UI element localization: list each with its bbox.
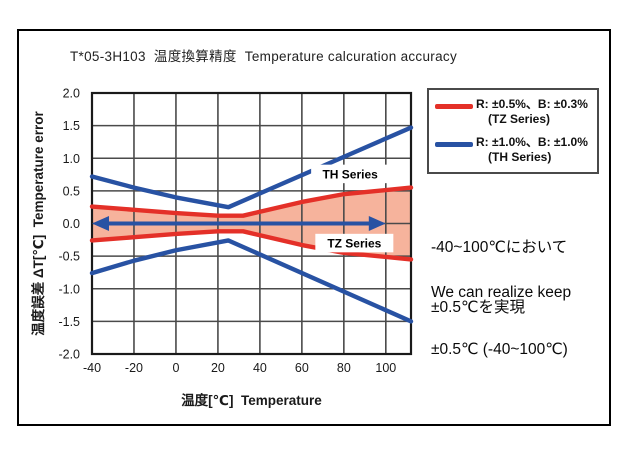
y-tick-label: -2.0 xyxy=(58,348,80,362)
series-line-th-series-upper-limit xyxy=(89,125,414,210)
annotation-th-series: TH Series xyxy=(322,167,378,181)
chart-legend: R: ±0.5%、B: ±0.3% (TZ Series) R: ±1.0%、B… xyxy=(427,88,599,174)
x-tick-label: 60 xyxy=(295,361,309,375)
side-note-jp-line1: -40~100℃において xyxy=(431,239,568,256)
series-line-tz-series-upper-limit xyxy=(89,185,414,218)
x-tick-label: -40 xyxy=(83,361,101,375)
x-tick-label: 0 xyxy=(172,361,179,375)
annotation-bg-tz-series xyxy=(315,233,394,253)
range-arrow-right-head xyxy=(368,216,386,231)
x-tick-label: 20 xyxy=(211,361,225,375)
side-note-en-line1: We can realize keep xyxy=(431,284,572,301)
y-tick-label: -0.5 xyxy=(58,250,80,264)
range-arrow-left-head xyxy=(92,216,109,231)
side-note-en-line2: ±0.5℃ (-40~100℃) xyxy=(431,341,568,358)
legend-sublabel-th-series: (TH Series) xyxy=(488,150,552,164)
side-note-english: We can realize keep ±0.5℃ (-40~100℃) xyxy=(431,245,571,378)
annotation-tz-series: TZ Series xyxy=(327,237,381,251)
x-tick-label: -20 xyxy=(125,361,143,375)
y-tick-label: 1.0 xyxy=(63,152,80,166)
legend-swatch-th-series xyxy=(435,142,473,147)
x-tick-label: 40 xyxy=(253,361,267,375)
series-line-th-series-lower-limit xyxy=(89,238,414,324)
y-tick-label: 0.5 xyxy=(63,184,80,198)
y-tick-label: 1.5 xyxy=(63,119,80,133)
y-tick-label: 2.0 xyxy=(63,87,80,101)
x-tick-label: 100 xyxy=(375,361,396,375)
legend-label-tz-series: R: ±0.5%、B: ±0.3% xyxy=(476,97,588,111)
legend-label-th-series: R: ±1.0%、B: ±1.0% xyxy=(476,135,588,149)
x-tick-label: 80 xyxy=(337,361,351,375)
x-axis-title: 温度[℃] Temperature xyxy=(181,392,322,408)
y-axis-title: 温度誤差 ΔT[℃] Temperature error xyxy=(30,110,46,335)
side-note-jp-line2: ±0.5℃を実現 xyxy=(431,299,525,316)
legend-swatch-tz-series xyxy=(435,104,473,109)
y-tick-label: -1.0 xyxy=(58,282,80,296)
annotation-bg-th-series xyxy=(311,164,390,184)
y-tick-label: 0.0 xyxy=(63,217,80,231)
legend-sublabel-tz-series: (TZ Series) xyxy=(488,112,551,126)
y-tick-label: -1.5 xyxy=(58,315,80,329)
side-note-japanese: -40~100℃において ±0.5℃を実現 xyxy=(431,198,567,338)
chart-title: T*05-3H103 温度換算精度 Temperature calcuratio… xyxy=(70,49,457,64)
